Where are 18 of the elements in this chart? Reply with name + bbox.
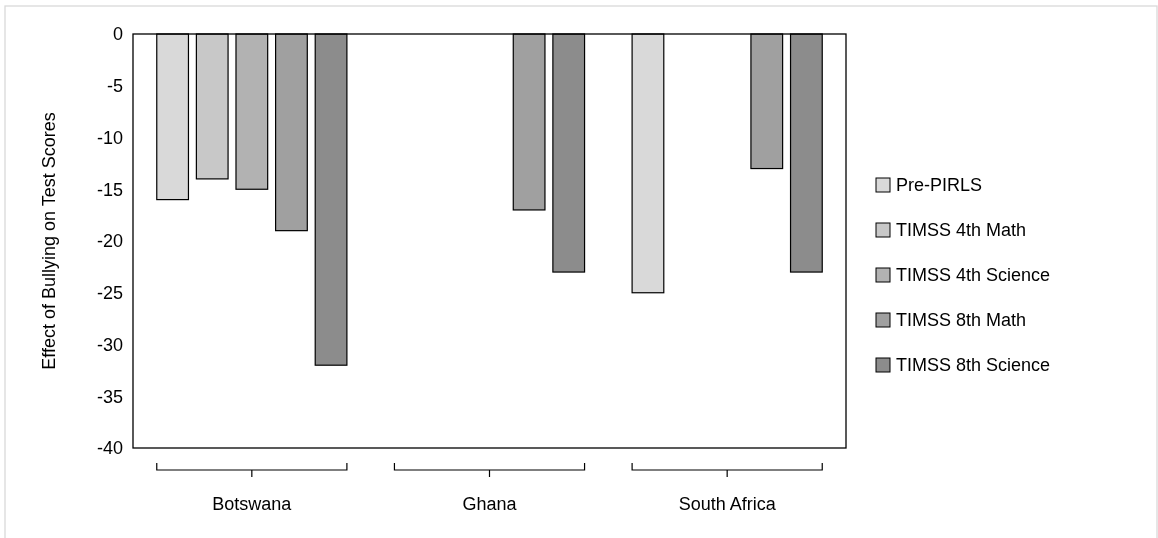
legend-label: TIMSS 8th Science: [896, 355, 1051, 376]
legend-label: Pre-PIRLS: [896, 175, 983, 196]
x-tick-label: Botswana: [212, 494, 293, 514]
y-tick-label: -35: [96, 386, 123, 407]
y-axis-title: Effect of Bullying on Test Scores: [39, 112, 59, 370]
legend-label: TIMSS 8th Math: [896, 310, 1027, 331]
legend-label: TIMSS 4th Math: [896, 220, 1027, 241]
legend-label: TIMSS 4th Science: [896, 265, 1051, 286]
y-tick-label: -10: [96, 127, 123, 148]
y-tick-label: -25: [96, 283, 123, 304]
y-tick-label: -5: [106, 76, 123, 97]
y-tick-label: -20: [96, 231, 123, 252]
y-tick-label: -15: [96, 179, 123, 200]
x-tick-label: South Africa: [678, 494, 777, 514]
x-tick-label: Ghana: [462, 494, 518, 514]
y-tick-label: -40: [96, 438, 123, 459]
y-tick-label: 0: [112, 24, 123, 45]
y-tick-label: -30: [96, 334, 123, 355]
